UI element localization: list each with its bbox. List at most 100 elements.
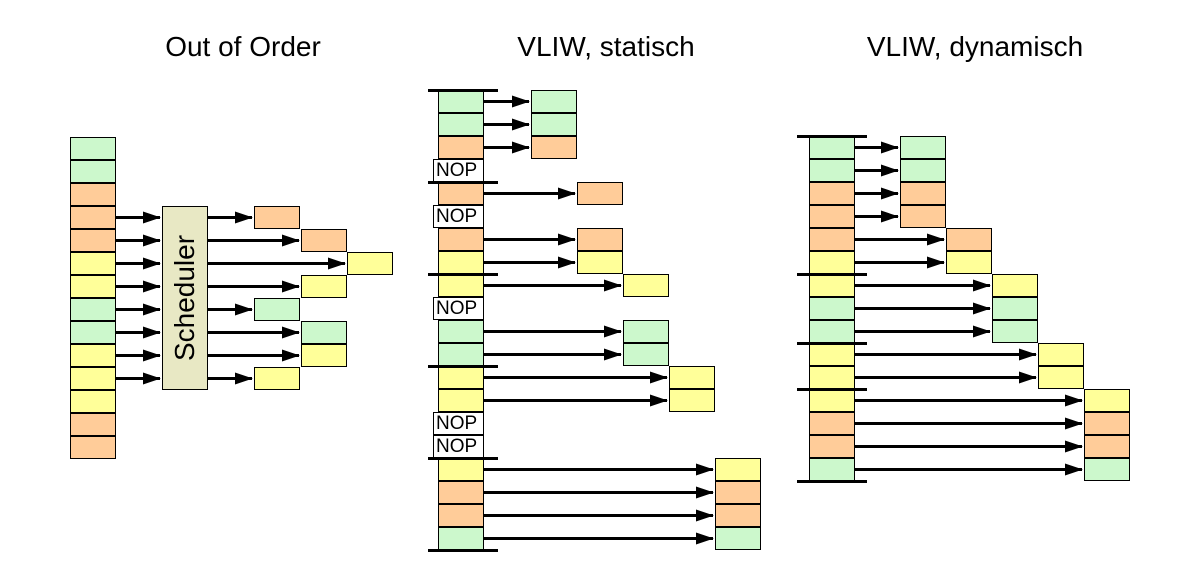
vliw-word-separator-line xyxy=(428,456,498,460)
scheduled-instruction-box xyxy=(301,275,347,298)
issued-instruction-box xyxy=(946,251,992,274)
issued-instruction-box xyxy=(992,320,1038,343)
instruction-box xyxy=(438,228,484,251)
instruction-box xyxy=(438,343,484,366)
issued-instruction-box xyxy=(577,228,623,251)
vliw-word-separator-line xyxy=(428,180,498,184)
issued-instruction-box xyxy=(900,205,946,228)
vliw-word-separator-line xyxy=(797,341,867,345)
instruction-box xyxy=(70,206,116,229)
instruction-box xyxy=(809,366,855,389)
issued-instruction-box xyxy=(992,297,1038,320)
scheduled-instruction-box xyxy=(301,344,347,367)
issued-instruction-box xyxy=(1084,389,1130,412)
nop-box: NOP xyxy=(433,159,484,182)
issued-instruction-box xyxy=(715,504,761,527)
nop-box: NOP xyxy=(433,297,484,320)
instruction-box xyxy=(70,321,116,344)
instruction-box xyxy=(70,344,116,367)
panel-title-vliw-dynamic: VLIW, dynamisch xyxy=(866,31,1084,62)
issued-instruction-box xyxy=(623,320,669,343)
instruction-box xyxy=(70,436,116,459)
instruction-box xyxy=(70,183,116,206)
instruction-box xyxy=(809,205,855,228)
instruction-box xyxy=(809,412,855,435)
instruction-box xyxy=(438,320,484,343)
issued-instruction-box xyxy=(1084,458,1130,481)
nop-box: NOP xyxy=(433,412,484,435)
instruction-box xyxy=(70,367,116,390)
instruction-box xyxy=(438,90,484,113)
scheduled-instruction-box xyxy=(301,229,347,252)
scheduled-instruction-box xyxy=(301,321,347,344)
scheduled-instruction-box xyxy=(254,206,300,229)
issued-instruction-box xyxy=(531,136,577,159)
issued-instruction-box xyxy=(900,182,946,205)
scheduled-instruction-box xyxy=(254,298,300,321)
panel-title-vliw-static: VLIW, statisch xyxy=(517,31,695,62)
instruction-box xyxy=(438,504,484,527)
issued-instruction-box xyxy=(1038,366,1084,389)
issued-instruction-box xyxy=(900,136,946,159)
issued-instruction-box xyxy=(531,113,577,136)
issued-instruction-box xyxy=(715,527,761,550)
instruction-box xyxy=(438,251,484,274)
vliw-word-separator-line xyxy=(797,387,867,391)
vliw-word-separator-line xyxy=(797,479,867,483)
scheduled-instruction-box xyxy=(347,252,393,275)
instruction-box xyxy=(809,320,855,343)
instruction-box xyxy=(809,159,855,182)
instruction-box xyxy=(70,298,116,321)
instruction-box xyxy=(70,275,116,298)
instruction-box xyxy=(70,252,116,275)
instruction-box xyxy=(438,113,484,136)
instruction-box xyxy=(809,182,855,205)
instruction-box xyxy=(809,435,855,458)
scheduler-box: Scheduler xyxy=(162,206,208,390)
scheduled-instruction-box xyxy=(254,367,300,390)
issued-instruction-box xyxy=(992,274,1038,297)
issued-instruction-box xyxy=(1084,435,1130,458)
instruction-box xyxy=(438,527,484,550)
issued-instruction-box xyxy=(577,251,623,274)
instruction-box xyxy=(438,274,484,297)
instruction-box xyxy=(809,458,855,481)
vliw-word-separator-line xyxy=(428,88,498,92)
instruction-box xyxy=(809,297,855,320)
scheduler-label: Scheduler xyxy=(169,234,200,362)
vliw-word-separator-line xyxy=(428,364,498,368)
instruction-box xyxy=(809,136,855,159)
instruction-box xyxy=(438,182,484,205)
vliw-word-separator-line xyxy=(797,134,867,138)
issued-instruction-box xyxy=(900,159,946,182)
vliw-word-separator-line xyxy=(428,548,498,552)
instruction-box xyxy=(438,136,484,159)
issued-instruction-box xyxy=(1038,343,1084,366)
instruction-box xyxy=(70,229,116,252)
issued-instruction-box xyxy=(946,228,992,251)
instruction-box xyxy=(809,251,855,274)
vliw-word-separator-line xyxy=(428,272,498,276)
instruction-box xyxy=(438,389,484,412)
instruction-box xyxy=(438,458,484,481)
instruction-box xyxy=(809,343,855,366)
vliw-word-separator-line xyxy=(797,272,867,276)
instruction-box xyxy=(70,413,116,436)
panel-title-out-of-order: Out of Order xyxy=(165,31,321,62)
issued-instruction-box xyxy=(623,343,669,366)
instruction-box xyxy=(70,160,116,183)
instruction-box xyxy=(70,137,116,160)
instruction-box xyxy=(438,481,484,504)
instruction-box xyxy=(70,390,116,413)
nop-box: NOP xyxy=(433,205,484,228)
instruction-box xyxy=(809,274,855,297)
instruction-box xyxy=(809,228,855,251)
instruction-box xyxy=(809,389,855,412)
issued-instruction-box xyxy=(531,90,577,113)
instruction-box xyxy=(438,366,484,389)
issued-instruction-box xyxy=(577,182,623,205)
issued-instruction-box xyxy=(623,274,669,297)
issued-instruction-box xyxy=(715,458,761,481)
issued-instruction-box xyxy=(1084,412,1130,435)
